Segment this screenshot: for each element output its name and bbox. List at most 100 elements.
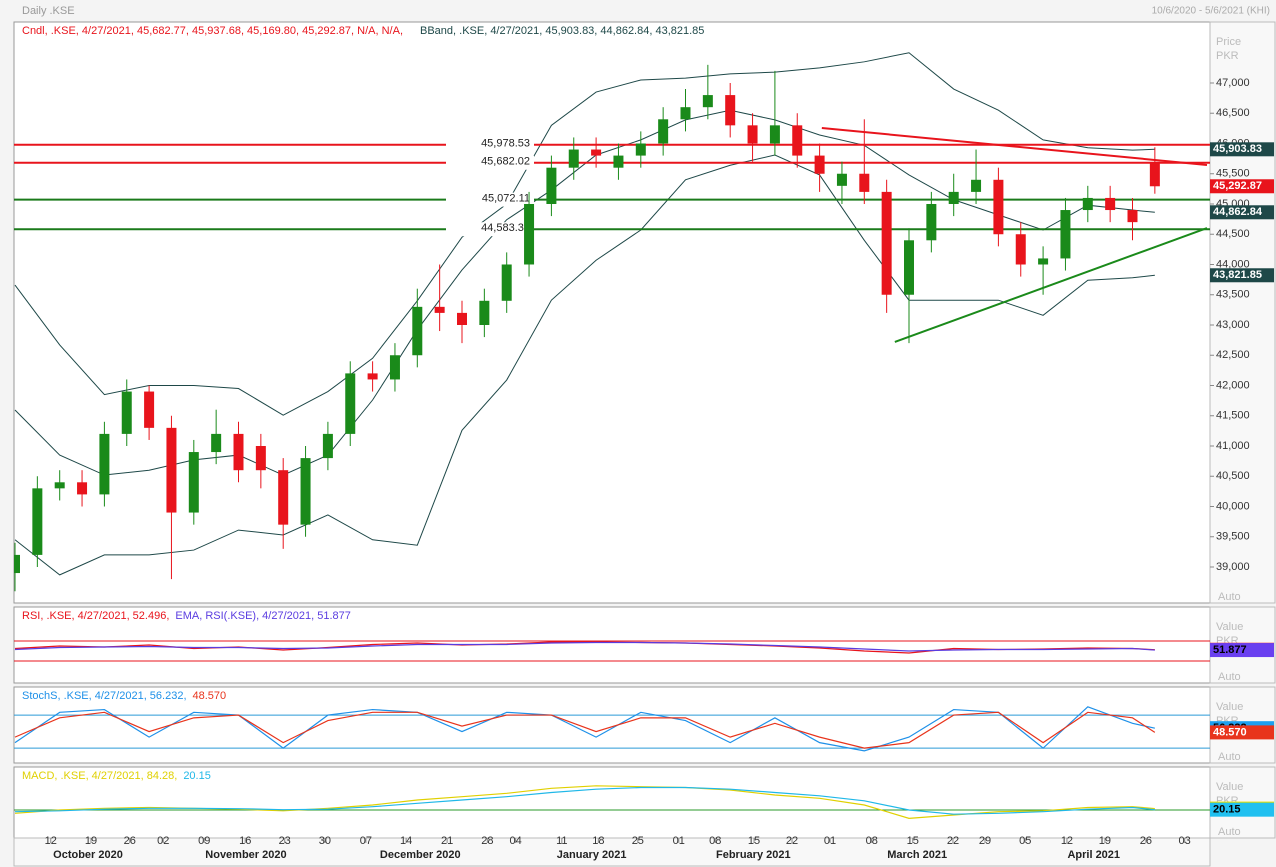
- candle-body: [971, 179, 982, 192]
- candle-body: [121, 391, 132, 434]
- x-tick-label: 05: [1019, 835, 1031, 847]
- candle-body: [345, 373, 356, 434]
- candle-body: [546, 167, 557, 204]
- value-marker: [1210, 268, 1274, 283]
- candle-body: [792, 125, 803, 156]
- candle-body: [1127, 210, 1138, 223]
- candle-body: [1060, 210, 1071, 259]
- panel-bg: [13, 686, 1211, 764]
- x-tick-label: 22: [786, 835, 798, 847]
- plot: [14, 640, 1210, 662]
- legend-text: RSI, .KSE, 4/27/2021, 52.496,: [22, 610, 169, 622]
- y-tick-label: 43,500: [1216, 289, 1250, 301]
- month-label: October 2020: [53, 849, 123, 861]
- candle-body: [926, 203, 937, 241]
- x-tick-label: 14: [400, 835, 412, 847]
- candle-body: [14, 554, 20, 574]
- candle-body: [1149, 162, 1160, 187]
- candle-body: [99, 433, 110, 495]
- x-tick-label: 12: [1061, 835, 1073, 847]
- candle-body: [367, 373, 378, 380]
- candle-body: [389, 355, 400, 380]
- legend-text: MACD, .KSE, 4/27/2021, 84.28,: [22, 770, 177, 782]
- candle-body: [255, 445, 266, 471]
- candle-body: [881, 191, 892, 295]
- y-tick-label: 41,500: [1216, 410, 1250, 422]
- month-label: March 2021: [887, 849, 947, 861]
- x-tick-label: 28: [481, 835, 493, 847]
- candle-body: [434, 306, 445, 313]
- x-tick-label: 18: [592, 835, 604, 847]
- plot: [14, 706, 1210, 752]
- x-tick-label: 15: [748, 835, 760, 847]
- trend-line: [894, 227, 1208, 343]
- hline-label: 45,682.02: [481, 156, 530, 168]
- value-marker-label: 45,292.87: [1213, 180, 1262, 192]
- legend-text: 48.570: [193, 690, 227, 702]
- x-tick-label: 02: [157, 835, 169, 847]
- date-range: 10/6/2020 - 5/6/2021 (KHI): [1152, 6, 1270, 17]
- value-marker: [1210, 142, 1274, 157]
- x-tick-label: 08: [709, 835, 721, 847]
- value-marker-label: 48.570: [1213, 726, 1247, 738]
- x-tick-label: 26: [1140, 835, 1152, 847]
- legend-text: EMA, RSI(.KSE), 4/27/2021, 51.877: [175, 610, 350, 622]
- candle-body: [658, 119, 669, 144]
- x-tick-label: 04: [510, 835, 522, 847]
- hline-label-bg: [446, 155, 534, 170]
- candle-body: [77, 482, 88, 495]
- candle-body: [680, 107, 691, 120]
- candle-body: [904, 240, 914, 295]
- y-tick-label: 40,500: [1216, 470, 1250, 482]
- y-tick-label: 39,000: [1216, 561, 1250, 573]
- legend-text: BBand, .KSE, 4/27/2021, 45,903.83, 44,86…: [420, 25, 704, 37]
- candle-body: [211, 433, 222, 453]
- axis-label: Price: [1216, 36, 1241, 48]
- candle-body: [1082, 197, 1093, 211]
- value-marker-label: 44,862.84: [1213, 206, 1263, 218]
- hline-label: 45,978.53: [481, 138, 530, 150]
- axis-unit: PKR: [1216, 50, 1239, 62]
- candle-body: [948, 191, 959, 204]
- axis-bg: [1209, 21, 1276, 604]
- candle-body: [769, 125, 780, 144]
- bollinger-upper: [14, 52, 1155, 416]
- x-tick-label: 03: [1179, 835, 1191, 847]
- x-tick-label: 23: [279, 835, 291, 847]
- series-line: [14, 706, 1155, 752]
- candle-body: [501, 264, 512, 301]
- x-tick-label: 19: [85, 835, 97, 847]
- candle-body: [1015, 234, 1026, 265]
- candle-body: [144, 391, 155, 428]
- hline-label: 44,583.32: [481, 222, 530, 234]
- y-tick-label: 47,000: [1216, 77, 1250, 89]
- series-line: [14, 786, 1155, 815]
- candle-body: [747, 125, 758, 144]
- candle-body: [300, 458, 311, 525]
- hline-label-bg: [446, 137, 534, 152]
- y-tick-label: 43,000: [1216, 319, 1250, 331]
- x-tick-label: 08: [866, 835, 878, 847]
- candle-body: [568, 149, 579, 168]
- plot: 45,978.53 45,682.02 45,072.11 44,583.32: [14, 52, 1210, 592]
- candle-body: [412, 306, 423, 356]
- series-line: [14, 711, 1156, 749]
- y-tick-label: 40,000: [1216, 500, 1250, 512]
- legend-text: StochS, .KSE, 4/27/2021, 56.232,: [22, 690, 187, 702]
- month-label: February 2021: [716, 849, 791, 861]
- y-tick-label: 41,000: [1216, 440, 1250, 452]
- value-marker-label: 20.15: [1213, 804, 1241, 816]
- x-tick-label: 16: [239, 835, 251, 847]
- legend-text: 20.15: [183, 770, 211, 782]
- scale-mode: Auto: [1218, 671, 1241, 683]
- candle-body: [591, 149, 602, 156]
- x-tick-label: 26: [124, 835, 136, 847]
- axis-label: Value: [1216, 781, 1243, 793]
- bollinger-lower: [14, 154, 1155, 576]
- x-tick-label: 25: [632, 835, 644, 847]
- month-label: April 2021: [1067, 849, 1120, 861]
- x-tick-label: 07: [360, 835, 372, 847]
- candle-body: [702, 95, 713, 108]
- axis-label: Value: [1216, 701, 1243, 713]
- trend-line: [821, 127, 1208, 166]
